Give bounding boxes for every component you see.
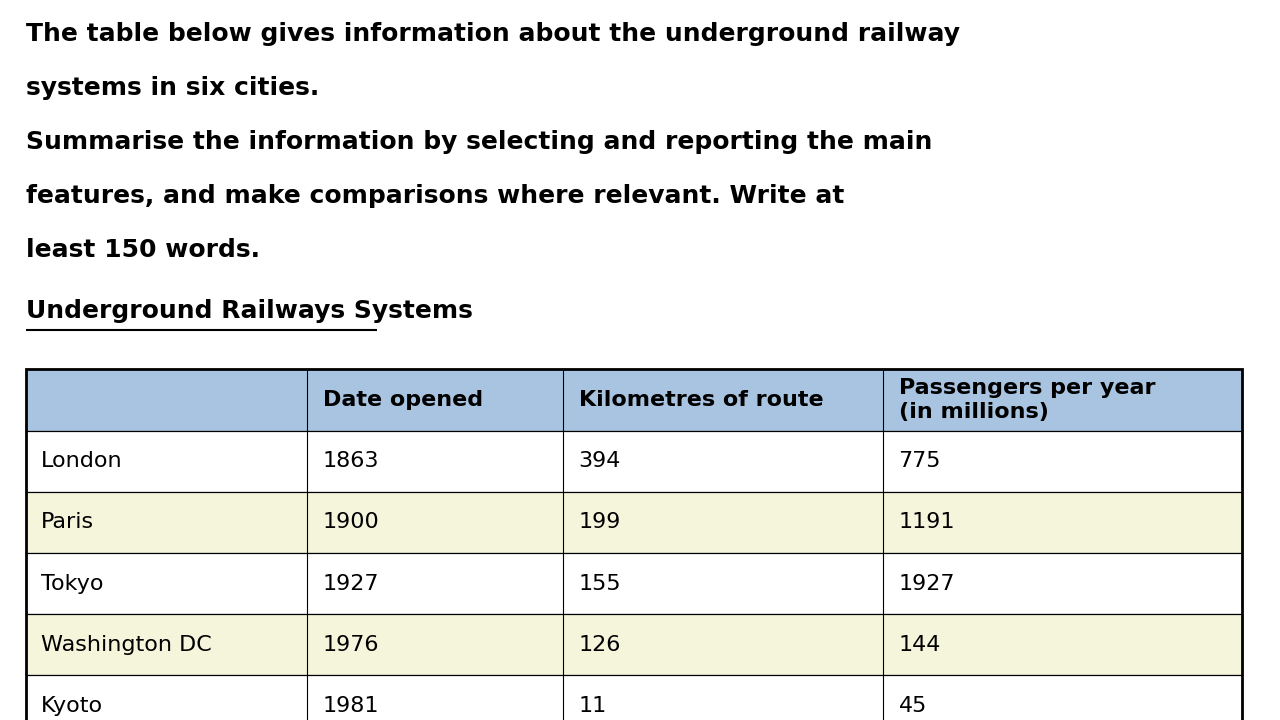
Text: Passengers per year
(in millions): Passengers per year (in millions) [899, 378, 1155, 421]
Text: 155: 155 [579, 574, 621, 593]
Bar [26, 369, 1242, 431]
Text: 1976: 1976 [323, 635, 379, 654]
Text: The table below gives information about the underground railway: The table below gives information about … [26, 22, 960, 45]
Text: 394: 394 [579, 451, 621, 471]
Text: London: London [41, 451, 123, 471]
Text: Washington DC: Washington DC [41, 635, 211, 654]
Text: features, and make comparisons where relevant. Write at: features, and make comparisons where rel… [26, 184, 844, 207]
Bar [26, 492, 1242, 553]
Text: 1191: 1191 [899, 513, 955, 532]
Bar [26, 369, 1242, 720]
Text: 45: 45 [899, 696, 927, 716]
Text: systems in six cities.: systems in six cities. [26, 76, 319, 99]
Text: Summarise the information by selecting and reporting the main: Summarise the information by selecting a… [26, 130, 932, 153]
Text: Kyoto: Kyoto [41, 696, 104, 716]
Bar [26, 614, 1242, 675]
Text: 11: 11 [579, 696, 607, 716]
Bar [26, 675, 1242, 720]
Text: 775: 775 [899, 451, 941, 471]
Text: 1900: 1900 [323, 513, 379, 532]
Text: 1927: 1927 [323, 574, 379, 593]
Text: 1981: 1981 [323, 696, 379, 716]
Text: Underground Railways Systems: Underground Railways Systems [26, 299, 472, 323]
Text: Paris: Paris [41, 513, 95, 532]
Text: 1863: 1863 [323, 451, 379, 471]
Text: least 150 words.: least 150 words. [26, 238, 260, 261]
Text: Tokyo: Tokyo [41, 574, 104, 593]
Text: 144: 144 [899, 635, 941, 654]
Text: 199: 199 [579, 513, 621, 532]
Text: 1927: 1927 [899, 574, 955, 593]
Text: 126: 126 [579, 635, 621, 654]
Text: Date opened: Date opened [323, 390, 483, 410]
Text: Kilometres of route: Kilometres of route [579, 390, 823, 410]
Bar [26, 553, 1242, 614]
Bar [26, 431, 1242, 492]
